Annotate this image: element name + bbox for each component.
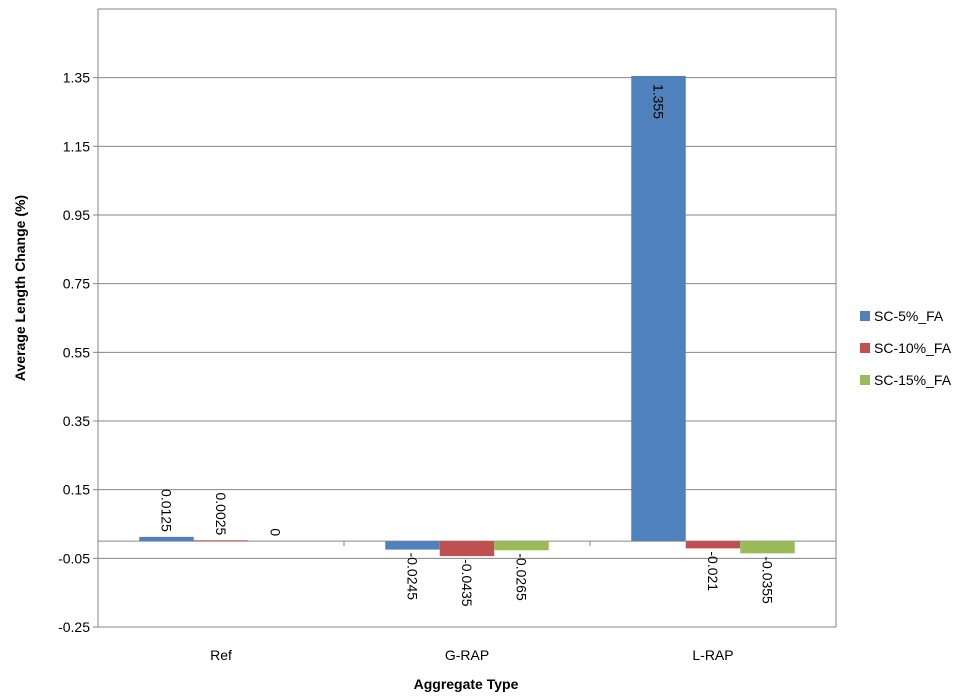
- data-labels: 0.0125 0.0025 0 -0.0245 -0.0435 -0.0265 1.355 -…: [159, 84, 776, 607]
- gridlines: [98, 77, 836, 628]
- data-label: -0.0265: [514, 553, 530, 601]
- bar: [685, 541, 741, 549]
- bar: [740, 541, 795, 554]
- x-tick-label: Ref: [210, 647, 232, 663]
- bar: [385, 541, 440, 550]
- x-tick-label: L-RAP: [692, 647, 733, 663]
- legend: SC-5%_FA SC-10%_FA SC-15%_FA: [860, 308, 952, 388]
- bar: [494, 541, 549, 551]
- data-label: -0.0245: [405, 553, 421, 601]
- bar: [631, 75, 686, 542]
- y-tick-label: 0.75: [63, 276, 90, 292]
- bars: [139, 75, 795, 557]
- data-label: 0.0125: [159, 489, 175, 532]
- y-axis-title: Average Length Change (%): [12, 195, 28, 381]
- tick-labels: -0.25 -0.05 0.15 0.35 0.55 0.75 0.95 1.15 1.35 Re…: [58, 70, 734, 663]
- bar: [439, 541, 495, 557]
- y-tick-label: 0.95: [63, 207, 90, 223]
- y-tick-label: 0.15: [63, 482, 90, 498]
- legend-label: SC-15%_FA: [874, 372, 952, 388]
- data-label: -0.0435: [459, 559, 475, 607]
- y-tick-label: -0.05: [58, 550, 90, 566]
- data-label: 1.355: [651, 84, 667, 119]
- bar: [139, 536, 194, 542]
- y-tick-label: 0.55: [63, 344, 90, 360]
- data-label: 0.0025: [213, 492, 229, 535]
- data-label: -0.021: [705, 551, 721, 591]
- data-label: 0: [268, 528, 284, 536]
- x-axis-title: Aggregate Type: [414, 676, 519, 692]
- x-tick-label: G-RAP: [445, 647, 489, 663]
- legend-label: SC-5%_FA: [874, 308, 944, 324]
- bar: [193, 540, 249, 542]
- y-tick-label: -0.25: [58, 619, 90, 635]
- y-tick-label: 0.35: [63, 413, 90, 429]
- data-label: -0.0355: [760, 556, 776, 604]
- legend-swatch: [860, 375, 870, 385]
- legend-swatch: [860, 311, 870, 321]
- y-tick-label: 1.35: [63, 70, 90, 86]
- legend-swatch: [860, 343, 870, 353]
- legend-label: SC-10%_FA: [874, 340, 952, 356]
- y-tick-label: 1.15: [63, 138, 90, 154]
